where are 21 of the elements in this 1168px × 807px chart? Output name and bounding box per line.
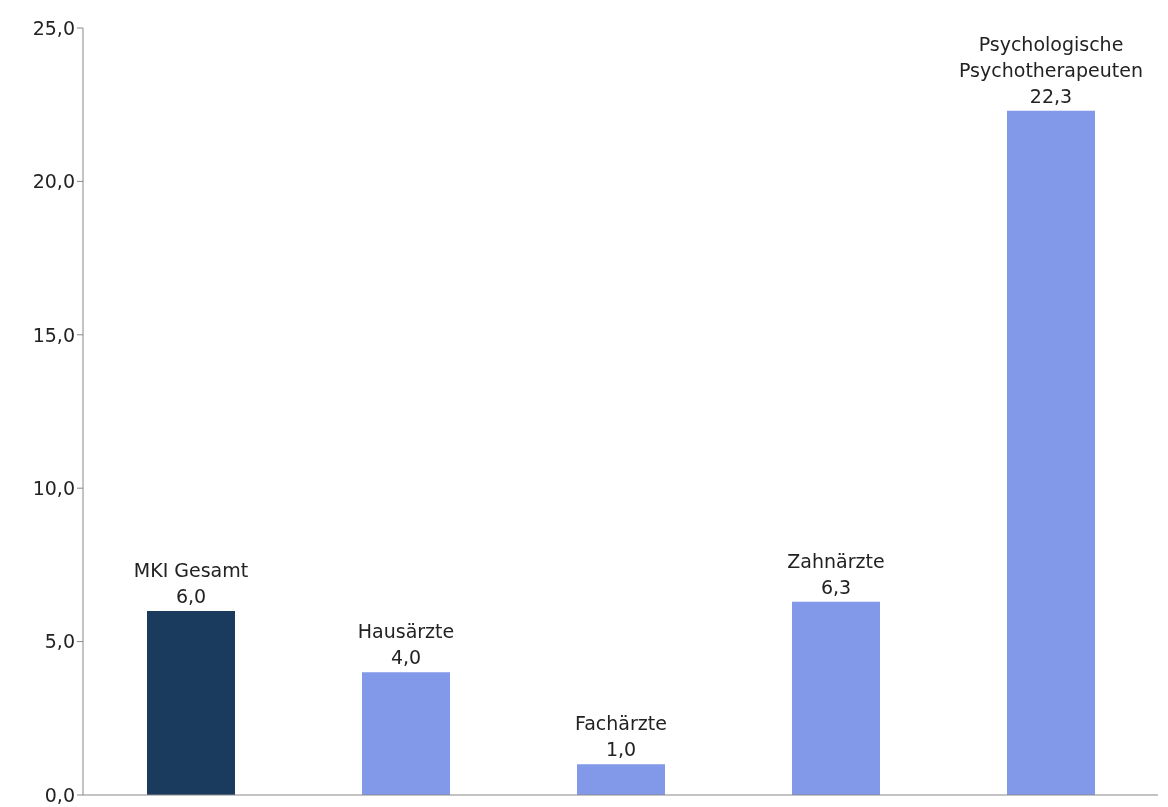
y-tick-label: 5,0 bbox=[44, 630, 75, 653]
bar bbox=[147, 610, 235, 795]
y-tick-label: 15,0 bbox=[32, 323, 75, 346]
x-tick-label: MKI Gesamt bbox=[133, 558, 249, 581]
x-tick-label: Psychologische Psychotherapeuten bbox=[959, 32, 1143, 81]
x-tick-label: Fachärzte bbox=[575, 712, 667, 735]
bar bbox=[792, 601, 880, 795]
bar bbox=[1007, 110, 1095, 795]
bar bbox=[577, 764, 665, 795]
data-label: 1,0 bbox=[605, 738, 637, 761]
x-tick-label: Hausärzte bbox=[357, 620, 455, 643]
data-label: 4,0 bbox=[390, 646, 422, 669]
y-tick-label: 10,0 bbox=[32, 476, 75, 499]
y-tick-label: 25,0 bbox=[32, 16, 75, 39]
bar bbox=[362, 672, 450, 795]
data-label: 6,0 bbox=[175, 584, 207, 607]
data-label: 6,3 bbox=[820, 575, 852, 598]
y-tick-label: 0,0 bbox=[44, 783, 75, 806]
y-tick-label: 20,0 bbox=[32, 170, 75, 193]
x-tick-label: Zahnärzte bbox=[787, 549, 885, 572]
data-label: 22,3 bbox=[1029, 84, 1073, 107]
